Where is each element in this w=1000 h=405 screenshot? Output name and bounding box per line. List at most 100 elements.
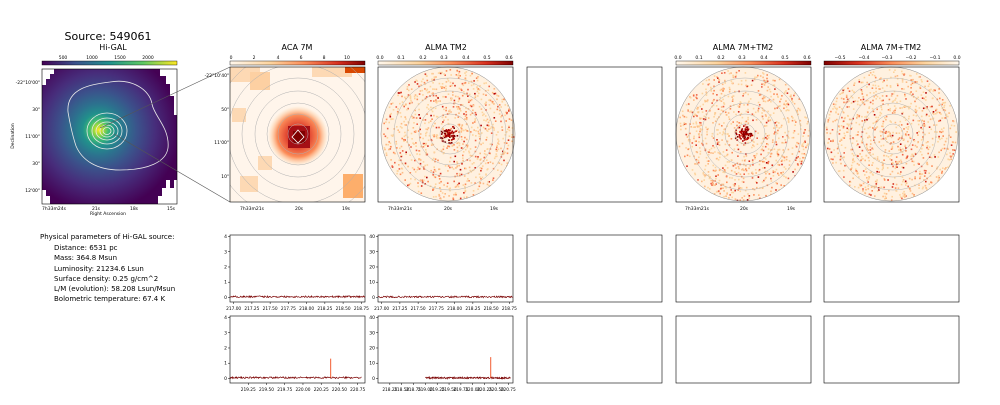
map-pixel <box>752 164 754 166</box>
map-pixel <box>786 117 789 119</box>
map-pixel <box>901 73 904 75</box>
map-pixel <box>729 186 732 189</box>
map-pixel <box>726 181 728 184</box>
map-pixel <box>400 122 403 125</box>
map-pixel <box>926 161 928 164</box>
map-pixel <box>411 138 413 140</box>
map-pixel <box>940 131 943 134</box>
map-pixel <box>737 148 740 151</box>
map-pixel <box>713 98 715 101</box>
map-pixel <box>471 163 474 165</box>
map-pixel <box>718 169 721 172</box>
map-pixel <box>745 169 748 172</box>
map-pixel <box>739 151 742 153</box>
map-pixel <box>704 164 707 167</box>
map-pixel <box>702 83 704 85</box>
map-pixel <box>872 99 874 102</box>
map-pixel <box>737 83 740 86</box>
map-pixel <box>727 70 729 72</box>
map-pixel <box>390 146 392 148</box>
map-pixel <box>419 117 421 119</box>
map-pixel <box>747 116 749 119</box>
map-pixel <box>458 98 461 101</box>
map-pixel <box>919 86 921 88</box>
map-pixel <box>899 143 902 145</box>
map-pixel <box>867 149 870 151</box>
map-pixel <box>432 196 435 198</box>
map-pixel <box>868 164 870 166</box>
map-pixel <box>448 131 451 134</box>
map-pixel <box>431 118 433 120</box>
higal-mask <box>158 180 177 204</box>
map-pixel <box>757 198 759 200</box>
map-pixel <box>869 126 871 128</box>
map-pixel <box>835 108 838 111</box>
map-pixel <box>416 98 419 101</box>
map-pixel <box>752 107 755 110</box>
map-pixel <box>749 165 752 167</box>
map-pixel <box>464 190 467 192</box>
map-pixel <box>881 100 883 102</box>
map-pixel <box>479 159 482 161</box>
aca7m-panel: ACA 7M 0 2 4 6 8 10 <box>205 43 366 212</box>
map-pixel <box>681 110 684 113</box>
map-pixel <box>503 98 505 101</box>
map-pixel <box>876 167 878 170</box>
map-pixel <box>462 143 464 145</box>
map-pixel <box>498 104 501 106</box>
map-pixel <box>682 114 684 117</box>
map-pixel <box>461 125 463 128</box>
map-pixel <box>706 131 708 133</box>
map-pixel <box>939 168 941 171</box>
map-pixel <box>466 123 468 126</box>
map-pixel <box>901 112 904 115</box>
map-pixel <box>419 90 422 92</box>
map-pixel <box>715 191 718 193</box>
map-pixel <box>416 123 418 125</box>
map-pixel <box>767 118 769 121</box>
map-pixel <box>925 114 927 117</box>
map-pixel <box>915 105 917 108</box>
map-pixel <box>748 160 751 162</box>
map-pixel <box>911 178 913 181</box>
alma7mtm2-colorbar <box>675 60 812 66</box>
map-pixel <box>458 142 461 145</box>
map-pixel <box>403 138 405 141</box>
map-pixel <box>844 146 847 149</box>
spectrum-x-tick: 220.50 <box>489 387 504 393</box>
map-pixel <box>431 110 434 113</box>
map-pixel <box>881 108 883 111</box>
map-pixel <box>695 144 697 146</box>
map-pixel <box>472 190 475 192</box>
map-pixel <box>435 99 437 101</box>
map-pixel <box>836 97 838 100</box>
map-pixel <box>830 151 833 154</box>
map-pixel <box>912 119 915 122</box>
map-pixel <box>866 94 868 97</box>
map-pixel <box>926 145 929 147</box>
map-pixel <box>736 124 738 127</box>
map-pixel <box>773 93 775 95</box>
map-pixel <box>856 117 858 119</box>
almatm2-frame <box>377 66 514 203</box>
map-pixel <box>500 147 502 150</box>
map-pixel <box>753 188 756 191</box>
map-pixel <box>746 128 749 130</box>
map-pixel <box>717 108 720 110</box>
params-header: Physical parameters of Hi-GAL source: <box>40 233 175 241</box>
map-pixel <box>745 120 748 123</box>
map-pixel <box>752 173 754 175</box>
map-pixel <box>918 184 920 186</box>
map-pixel <box>423 168 425 170</box>
map-pixel <box>742 95 744 97</box>
map-pixel <box>493 93 496 95</box>
map-pixel <box>951 155 954 157</box>
map-pixel <box>759 93 762 96</box>
map-pixel <box>742 131 745 134</box>
map-pixel <box>493 111 496 114</box>
map-pixel <box>872 102 874 105</box>
map-pixel <box>454 155 457 158</box>
map-pixel <box>464 81 467 84</box>
map-pixel <box>885 193 888 195</box>
map-pixel <box>866 148 868 150</box>
